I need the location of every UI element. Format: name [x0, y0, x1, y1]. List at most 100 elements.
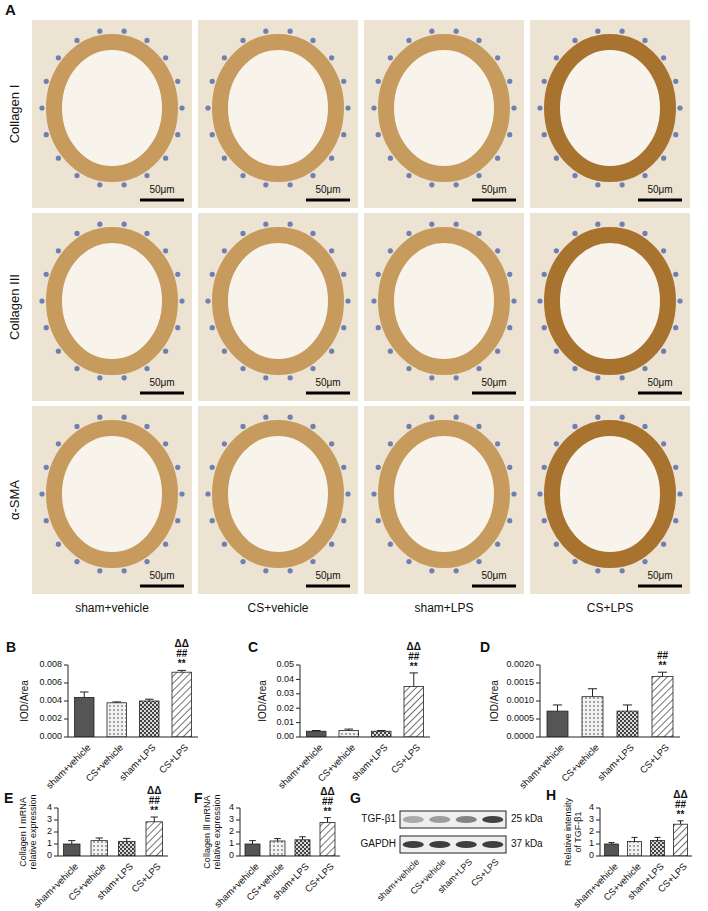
micrograph-ground [32, 406, 192, 594]
error-bar [249, 841, 256, 844]
nucleus [620, 222, 625, 227]
error-cap [299, 836, 306, 837]
nucleus [97, 568, 102, 573]
y-tick [236, 832, 240, 833]
y-tick-label: 0.01 [276, 717, 294, 727]
nucleus [263, 29, 268, 34]
y-tick-label: 2 [229, 826, 234, 836]
y-axis-title-line: relative expression [212, 794, 222, 869]
nucleus [341, 272, 346, 277]
nucleus [329, 441, 334, 446]
nucleus [406, 424, 411, 429]
y-tick [296, 665, 300, 666]
y-axis-title: Relative intensityof TGF-β1 [563, 797, 583, 866]
error-bar [112, 701, 121, 703]
nucleus [595, 568, 600, 573]
marks [64, 817, 163, 856]
nucleus [673, 518, 678, 523]
nucleus [329, 349, 334, 354]
error-stem [662, 672, 663, 676]
bar [339, 731, 359, 737]
nucleus [495, 156, 500, 161]
micrograph-ground [364, 406, 524, 594]
nucleus [210, 272, 215, 277]
nucleus [429, 29, 434, 34]
nucleus [454, 29, 459, 34]
x-axis [58, 856, 168, 857]
y-tick [54, 832, 58, 833]
airway-wall [220, 42, 336, 174]
nucleus [476, 366, 481, 371]
x-tick-label: CS+LPS [655, 861, 689, 895]
panel-letter: H [546, 787, 556, 803]
marks [245, 818, 335, 856]
nucleus [263, 568, 268, 573]
error-bar [274, 839, 281, 841]
y-tick-label: 0.000 [39, 731, 62, 741]
error-cap [145, 699, 154, 700]
scale-bar [140, 392, 184, 395]
lane-label: CS+LPS [469, 857, 501, 889]
y-tick-label: 0.0010 [506, 695, 534, 705]
airway-wall [54, 235, 170, 367]
nucleus [476, 424, 481, 429]
nucleus [240, 366, 245, 371]
nucleus [429, 375, 434, 380]
nucleus [642, 38, 647, 43]
error-cap [677, 820, 683, 821]
scale-bar [306, 392, 350, 395]
nucleus [74, 366, 79, 371]
nucleus [175, 79, 180, 84]
blot-band [456, 841, 477, 848]
nucleus [56, 156, 61, 161]
nucleus [476, 231, 481, 236]
nucleus [429, 182, 434, 187]
nucleus [122, 568, 127, 573]
y-tick-label: 2 [589, 826, 594, 836]
y-tick-label: 4 [47, 802, 52, 812]
nucleus [454, 415, 459, 420]
nucleus [642, 424, 647, 429]
nucleus [341, 325, 346, 330]
scale-bar-patch [139, 569, 185, 581]
error-cap [377, 730, 386, 731]
micrograph-ground [198, 20, 358, 208]
scale-bar [306, 199, 350, 202]
nucleus [572, 559, 577, 564]
scale-bar-label: 50μm [149, 184, 174, 195]
y-tick-label: 1 [229, 838, 234, 848]
x-tick-label: CS+vehicle [559, 742, 601, 784]
error-bar [409, 673, 418, 687]
micrograph: 50μm [364, 213, 524, 401]
nucleus [572, 366, 577, 371]
marks [547, 672, 673, 737]
nucleus [661, 441, 666, 446]
y-axis-title: Collagen Ⅰ mRNArelative expression [18, 794, 38, 869]
y-tick-label: 3 [47, 814, 52, 824]
error-cap [658, 672, 667, 673]
micrograph: 50μm [530, 20, 690, 208]
y-tick-label: 0.002 [39, 713, 62, 723]
nucleus [495, 441, 500, 446]
error-cap [312, 730, 321, 731]
scale-bar-patch [471, 183, 517, 195]
scale-bar-patch [471, 376, 517, 388]
nucleus [661, 349, 666, 354]
blot-strip [400, 836, 506, 853]
nucleus [122, 375, 127, 380]
nucleus [205, 491, 210, 496]
y-axis-title: IOD/Area [489, 680, 500, 722]
x-tick-label: sham+LPS [270, 861, 311, 902]
y-tick-label: 1 [47, 838, 52, 848]
y-tick [536, 719, 540, 720]
error-cap [324, 817, 331, 818]
nucleus [210, 465, 215, 470]
nucleus [673, 325, 678, 330]
airway-wall [220, 428, 336, 560]
nucleus [144, 559, 149, 564]
y-tick-label: 3 [589, 814, 594, 824]
scale-bar-patch [139, 183, 185, 195]
nucleus [97, 182, 102, 187]
y-tick [596, 844, 600, 845]
micrograph: 50μm [198, 213, 358, 401]
